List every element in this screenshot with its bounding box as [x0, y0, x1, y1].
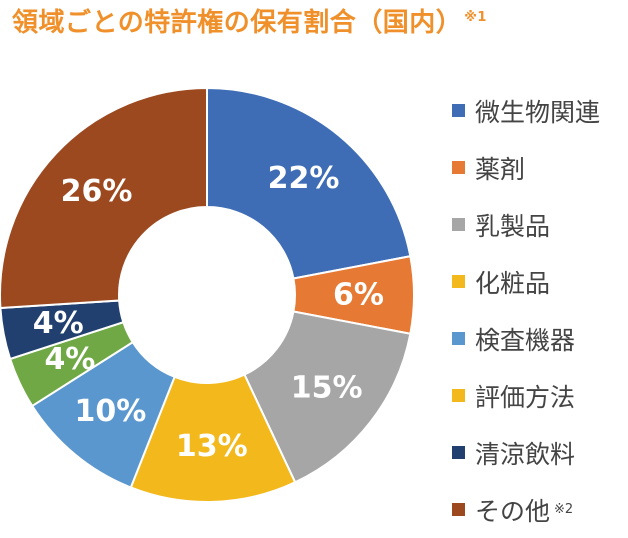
- legend-label: 検査機器: [475, 325, 576, 355]
- legend-swatch: [452, 275, 465, 288]
- legend-swatch: [452, 161, 465, 174]
- chart-title: 領域ごとの特許権の保有割合（国内） ※1: [12, 2, 487, 39]
- donut-slices: [0, 86, 415, 503]
- chart-legend: 微生物関連 薬剤 乳製品 化粧品 検査機器 評価方法 清涼飲料 その他 ※2: [452, 82, 600, 538]
- donut-slice-value-label: 15%: [291, 370, 363, 405]
- donut-slice-value-label: 26%: [61, 174, 133, 209]
- chart-title-text: 領域ごとの特許権の保有割合（国内）: [12, 8, 463, 38]
- donut-slice: [0, 86, 208, 310]
- legend-swatch: [452, 332, 465, 345]
- legend-item: 薬剤: [452, 139, 600, 196]
- legend-label: 評価方法: [475, 382, 576, 412]
- donut-slice-value-label: 4%: [44, 342, 95, 377]
- donut-slice-value-label: 4%: [33, 306, 84, 341]
- legend-item: 清涼飲料: [452, 424, 600, 481]
- legend-swatch: [452, 446, 465, 459]
- donut-slice-value-label: 10%: [75, 394, 147, 429]
- legend-item: 評価方法: [452, 367, 600, 424]
- legend-label: 乳製品: [475, 211, 551, 241]
- donut-slice: [129, 373, 297, 503]
- legend-label: 薬剤: [475, 154, 526, 184]
- donut-slice-value-label: 22%: [268, 161, 340, 196]
- legend-label: 微生物関連: [475, 97, 601, 127]
- donut-slice: [206, 86, 412, 280]
- donut-value-labels: 22% 6% 15% 13% 10% 4%4% 26%: [33, 161, 384, 464]
- legend-swatch: [452, 218, 465, 231]
- legend-label: 清涼飲料: [475, 439, 576, 469]
- legend-item: 乳製品: [452, 196, 600, 253]
- legend-item: 検査機器: [452, 310, 600, 367]
- donut-slice: [243, 310, 412, 484]
- chart-title-note: ※1: [464, 10, 487, 26]
- donut-slice-value-label: 6%: [333, 278, 384, 313]
- donut-chart: 22% 6% 15% 13% 10% 4%4% 26%: [0, 86, 415, 503]
- donut-slice-value-label: 13%: [176, 429, 248, 464]
- legend-swatch: [452, 389, 465, 402]
- legend-item: 微生物関連: [452, 82, 600, 139]
- legend-label: 化粧品: [475, 268, 551, 298]
- legend-item: 化粧品: [452, 253, 600, 310]
- legend-swatch: [452, 104, 465, 117]
